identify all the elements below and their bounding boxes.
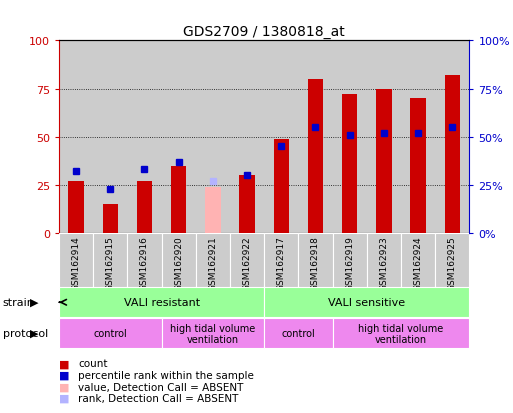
Text: high tidal volume
ventilation: high tidal volume ventilation — [170, 323, 255, 344]
Bar — [401, 233, 435, 287]
Text: ▶: ▶ — [30, 297, 38, 307]
Bar — [367, 41, 401, 233]
Text: high tidal volume
ventilation: high tidal volume ventilation — [359, 323, 444, 344]
Text: GSM162914: GSM162914 — [72, 236, 81, 291]
Bar — [332, 319, 469, 349]
Text: GSM162915: GSM162915 — [106, 236, 115, 291]
Text: GSM162916: GSM162916 — [140, 236, 149, 291]
Text: GSM162921: GSM162921 — [208, 236, 218, 291]
Text: control: control — [282, 328, 315, 339]
Bar — [264, 319, 332, 349]
Bar — [103, 204, 118, 233]
Text: GSM162924: GSM162924 — [413, 236, 423, 290]
Bar — [376, 89, 391, 233]
Text: VALI sensitive: VALI sensitive — [328, 297, 405, 308]
Text: ■: ■ — [59, 382, 69, 392]
Bar — [435, 41, 469, 233]
Text: ■: ■ — [59, 358, 69, 368]
Bar — [299, 41, 332, 233]
Bar — [230, 233, 264, 287]
Bar — [162, 233, 196, 287]
Title: GDS2709 / 1380818_at: GDS2709 / 1380818_at — [183, 25, 345, 39]
Bar — [59, 41, 93, 233]
Bar — [196, 233, 230, 287]
Bar — [171, 166, 186, 233]
Bar — [137, 181, 152, 233]
Bar — [401, 41, 435, 233]
Text: GSM162925: GSM162925 — [448, 236, 457, 291]
Bar — [93, 233, 127, 287]
Bar — [435, 233, 469, 287]
Text: control: control — [93, 328, 127, 339]
Bar — [332, 233, 367, 287]
Text: GSM162920: GSM162920 — [174, 236, 183, 291]
Text: percentile rank within the sample: percentile rank within the sample — [78, 370, 254, 380]
Text: count: count — [78, 358, 108, 368]
Bar — [205, 187, 221, 233]
Bar — [93, 41, 127, 233]
Text: value, Detection Call = ABSENT: value, Detection Call = ABSENT — [78, 382, 244, 392]
Text: strain: strain — [3, 297, 34, 307]
Text: GSM162919: GSM162919 — [345, 236, 354, 291]
Bar — [264, 233, 299, 287]
Text: GSM162922: GSM162922 — [243, 236, 251, 290]
Bar — [342, 95, 358, 233]
Bar — [127, 41, 162, 233]
Bar — [240, 176, 255, 233]
Text: ▶: ▶ — [30, 328, 38, 338]
Text: protocol: protocol — [3, 328, 48, 338]
Bar — [264, 287, 469, 317]
Text: GSM162917: GSM162917 — [277, 236, 286, 291]
Bar — [367, 233, 401, 287]
Bar — [273, 139, 289, 233]
Bar — [410, 99, 426, 233]
Bar — [162, 41, 196, 233]
Bar — [230, 41, 264, 233]
Text: GSM162918: GSM162918 — [311, 236, 320, 291]
Text: ■: ■ — [59, 370, 69, 380]
Bar — [59, 233, 93, 287]
Bar — [445, 76, 460, 233]
Bar — [59, 287, 264, 317]
Bar — [196, 41, 230, 233]
Text: GSM162923: GSM162923 — [380, 236, 388, 291]
Bar — [299, 233, 332, 287]
Text: ■: ■ — [59, 393, 69, 403]
Text: VALI resistant: VALI resistant — [124, 297, 200, 308]
Bar — [59, 319, 162, 349]
Bar — [127, 233, 162, 287]
Bar — [264, 41, 299, 233]
Bar — [162, 319, 264, 349]
Text: rank, Detection Call = ABSENT: rank, Detection Call = ABSENT — [78, 393, 239, 403]
Bar — [332, 41, 367, 233]
Bar — [68, 181, 84, 233]
Bar — [308, 80, 323, 233]
